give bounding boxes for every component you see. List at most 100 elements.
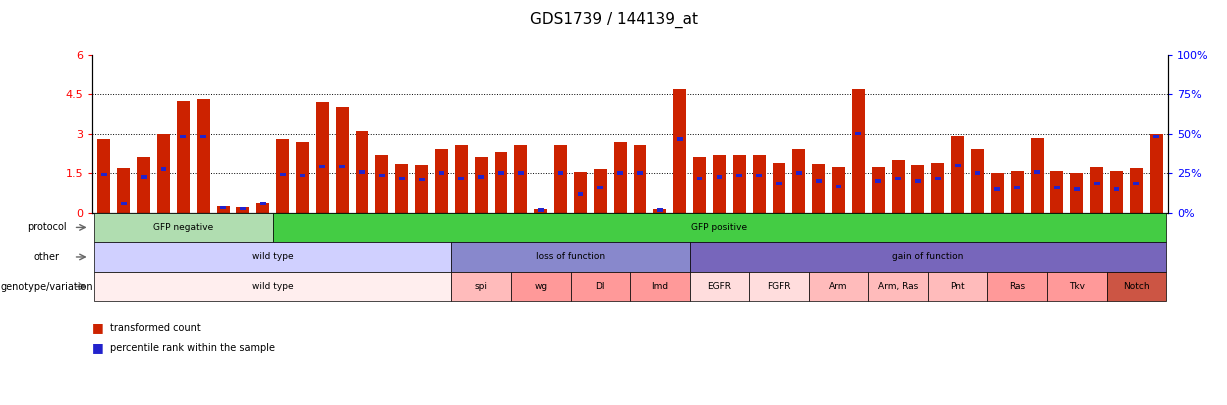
Text: ■: ■ [92,341,104,354]
Bar [118,168,130,213]
Bar [752,155,766,213]
Bar [812,164,825,213]
Text: lmd: lmd [652,282,669,291]
Bar [637,171,643,175]
Bar [1011,171,1023,213]
Text: spi: spi [475,282,487,291]
Bar [1090,166,1103,213]
Bar [1134,182,1139,185]
Text: loss of function: loss of function [536,252,605,262]
Bar [656,208,663,212]
Text: protocol: protocol [27,222,66,232]
Bar [974,171,980,175]
Bar [336,107,348,213]
Text: other: other [33,252,60,262]
Bar [177,101,190,213]
Bar [1074,187,1080,191]
Bar [816,179,822,183]
Bar [399,177,405,180]
Text: Arm, Ras: Arm, Ras [879,282,918,291]
Bar [1110,171,1123,213]
Bar [1015,186,1020,189]
Bar [693,158,706,213]
Bar [892,160,904,213]
Text: Notch: Notch [1123,282,1150,291]
Bar [180,134,187,138]
Bar [379,174,385,177]
Bar [1150,134,1163,213]
Text: Arm: Arm [829,282,848,291]
Bar [555,145,567,213]
Text: Pnt: Pnt [951,282,964,291]
Bar [137,158,150,213]
Bar [931,163,945,213]
Bar [677,137,682,141]
Text: GFP negative: GFP negative [153,223,213,232]
Bar [1054,186,1060,189]
Bar [852,89,865,213]
Bar [479,175,485,179]
Bar [315,102,329,213]
Bar [240,207,245,210]
Bar [935,177,941,180]
Bar [296,142,309,213]
Bar [356,131,368,213]
Bar [617,171,623,175]
Bar [1050,171,1064,213]
Bar [855,132,861,135]
Bar [633,145,647,213]
Bar [1031,138,1043,213]
Bar [736,174,742,177]
Bar [280,173,286,176]
Text: transformed count: transformed count [110,323,201,333]
Bar [537,208,544,212]
Bar [276,139,290,213]
Bar [955,164,961,167]
Text: GDS1739 / 144139_at: GDS1739 / 144139_at [530,12,697,28]
Bar [875,179,881,183]
Bar [912,165,924,213]
Bar [395,164,409,213]
Bar [896,177,901,180]
Bar [319,165,325,168]
Bar [594,169,606,213]
Bar [340,165,345,168]
Bar [200,134,206,138]
Bar [578,192,583,196]
Text: GFP positive: GFP positive [691,223,747,232]
Bar [836,185,842,188]
Bar [674,89,686,213]
Bar [237,207,249,213]
Bar [299,174,306,177]
Text: wild type: wild type [252,252,293,262]
Bar [415,165,428,213]
Text: Ras: Ras [1009,282,1026,291]
Bar [256,203,269,213]
Bar [951,136,964,213]
Bar [915,179,920,183]
Bar [101,173,107,176]
Bar [1093,182,1099,185]
Bar [436,149,448,213]
Bar [713,155,726,213]
Bar [775,182,782,185]
Bar [793,149,805,213]
Bar [220,206,226,209]
Bar [157,134,171,213]
Bar [161,168,167,171]
Text: EGFR: EGFR [708,282,731,291]
Bar [360,170,364,173]
Bar [260,202,266,205]
Text: gain of function: gain of function [892,252,963,262]
Text: FGFR: FGFR [767,282,790,291]
Bar [598,186,604,189]
Bar [971,149,984,213]
Bar [654,209,666,213]
Bar [121,202,126,205]
Bar [514,145,528,213]
Bar [97,139,110,213]
Bar [438,171,444,175]
Bar [574,172,587,213]
Bar [196,100,210,213]
Text: genotype/variation: genotype/variation [0,281,93,292]
